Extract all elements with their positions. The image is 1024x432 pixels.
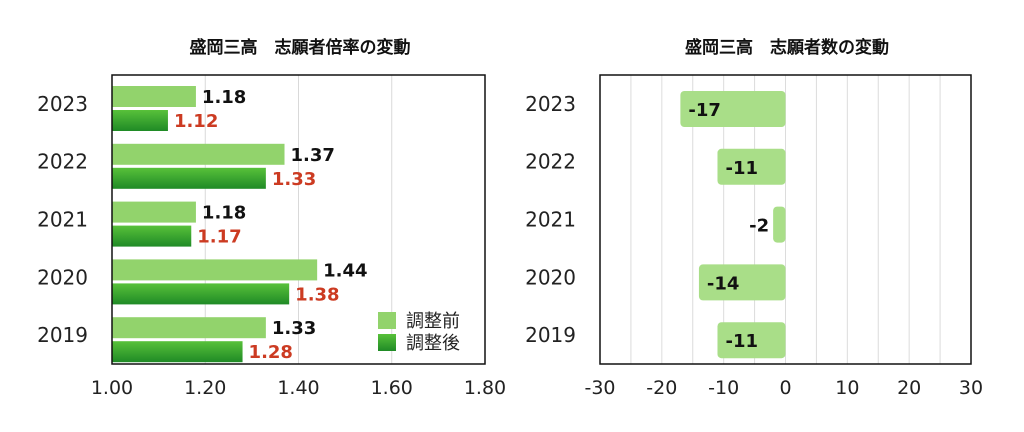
bar-after-adjustment <box>112 283 290 305</box>
x-tick-label: -10 <box>708 377 739 399</box>
applicant-change-chart: 盛岡三高 志願者数の変動 -30 -20 -10 0 10 20 30 2023 -17 2022… <box>525 37 983 399</box>
x-tick-label: 1.80 <box>464 377 506 399</box>
x-tick-label: 10 <box>835 377 859 399</box>
data-label-before: 1.44 <box>323 260 367 281</box>
applicant-change-chart-title: 盛岡三高 志願者数の変動 <box>685 37 889 58</box>
bar-after-adjustment <box>112 225 192 247</box>
y-tick-label: 2020 <box>37 265 88 289</box>
bar-applicant-change <box>773 206 786 243</box>
y-tick-label: 2022 <box>525 150 576 174</box>
x-tick-label: 30 <box>959 377 983 399</box>
y-tick-label: 2023 <box>37 92 88 116</box>
bar-before-adjustment <box>112 259 318 281</box>
data-label-after: 1.38 <box>295 284 339 305</box>
x-tick-label: 20 <box>897 377 921 399</box>
x-tick-label: 0 <box>779 377 791 399</box>
legend-swatch-after <box>378 334 396 351</box>
bar-before-adjustment <box>112 201 196 223</box>
x-tick-label: -30 <box>584 377 615 399</box>
data-label-after: 1.33 <box>272 169 316 190</box>
data-label-after: 1.28 <box>249 342 293 363</box>
data-label-before: 1.18 <box>202 87 246 108</box>
x-tick-label: 1.60 <box>371 377 413 399</box>
data-label-before: 1.33 <box>272 318 316 339</box>
bar-applicant-change <box>717 148 786 185</box>
data-label-after: 1.12 <box>174 111 218 132</box>
legend-swatch-before <box>378 312 396 329</box>
bar-before-adjustment <box>112 317 266 339</box>
plot-frame <box>599 74 972 365</box>
bar-applicant-change <box>698 264 786 301</box>
y-tick-label: 2021 <box>37 208 88 232</box>
data-label-change: -14 <box>707 273 740 294</box>
bar-applicant-change <box>680 91 786 127</box>
x-tick-label: 1.00 <box>91 377 133 399</box>
y-tick-label: 2023 <box>525 92 576 116</box>
y-tick-label: 2020 <box>525 265 576 289</box>
legend-label-after: 調整後 <box>406 333 460 354</box>
bar-after-adjustment <box>112 341 243 363</box>
data-label-change: -11 <box>725 331 758 352</box>
data-label-change: -17 <box>688 100 721 121</box>
y-tick-label: 2022 <box>37 150 88 174</box>
data-label-before: 1.18 <box>202 203 246 224</box>
x-tick-label: 1.20 <box>184 377 226 399</box>
plot-frame <box>111 74 486 365</box>
data-label-change: -2 <box>749 216 769 237</box>
data-label-after: 1.17 <box>197 227 241 248</box>
legend-label-before: 調整前 <box>406 311 460 332</box>
bar-before-adjustment <box>112 86 196 107</box>
x-tick-label: 1.40 <box>277 377 319 399</box>
bar-applicant-change <box>717 322 786 359</box>
y-tick-label: 2019 <box>525 323 576 347</box>
ratio-chart-title: 盛岡三高 志願者倍率の変動 <box>190 37 411 58</box>
data-label-before: 1.37 <box>291 145 335 166</box>
bar-before-adjustment <box>112 143 285 165</box>
data-label-change: -11 <box>725 158 758 179</box>
bar-after-adjustment <box>112 167 266 189</box>
y-tick-label: 2019 <box>37 323 88 347</box>
ratio-chart: 盛岡三高 志願者倍率の変動 1.00 1.20 1.40 1.60 1.80 2023 1.… <box>37 37 506 399</box>
bar-after-adjustment <box>112 110 168 131</box>
x-tick-label: -20 <box>646 377 677 399</box>
y-tick-label: 2021 <box>525 208 576 232</box>
